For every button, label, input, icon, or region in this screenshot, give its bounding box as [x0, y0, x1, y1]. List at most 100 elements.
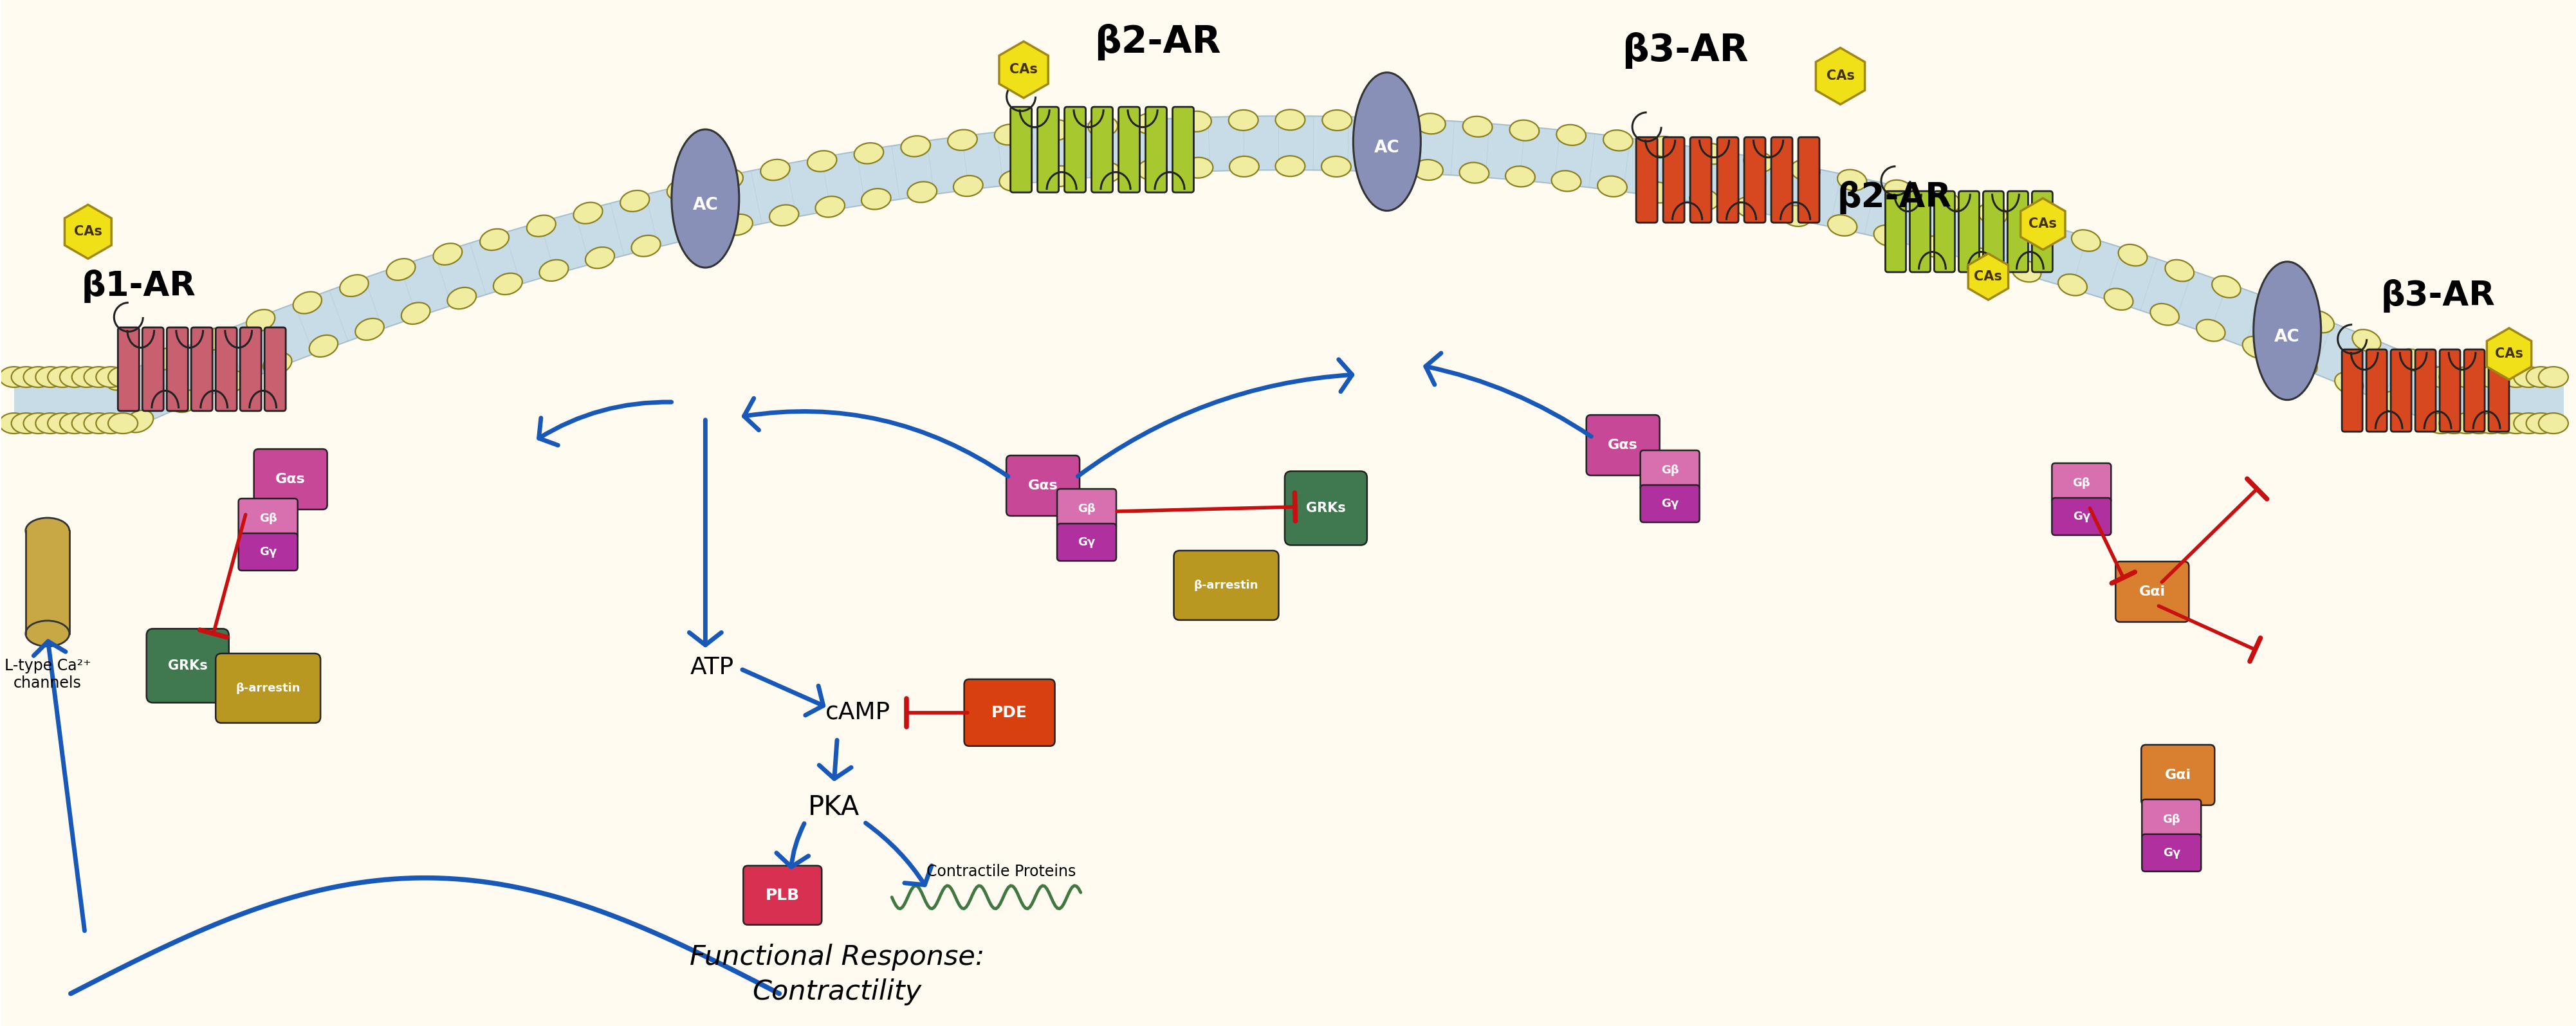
Ellipse shape — [1458, 162, 1489, 183]
Ellipse shape — [1275, 156, 1303, 176]
FancyBboxPatch shape — [1092, 107, 1113, 193]
FancyBboxPatch shape — [2141, 799, 2200, 839]
Ellipse shape — [724, 214, 752, 235]
Polygon shape — [13, 373, 134, 427]
Ellipse shape — [433, 243, 461, 265]
Ellipse shape — [1826, 214, 1857, 236]
Ellipse shape — [1551, 170, 1582, 192]
Polygon shape — [2486, 328, 2530, 380]
Ellipse shape — [999, 170, 1028, 191]
Ellipse shape — [1883, 180, 1914, 201]
Ellipse shape — [126, 410, 155, 433]
Ellipse shape — [2058, 274, 2087, 295]
FancyBboxPatch shape — [167, 327, 188, 411]
Ellipse shape — [2334, 372, 2362, 394]
FancyBboxPatch shape — [1636, 137, 1656, 223]
Ellipse shape — [2210, 276, 2241, 298]
Ellipse shape — [0, 366, 28, 387]
Ellipse shape — [1643, 183, 1672, 203]
Ellipse shape — [1790, 160, 1819, 181]
FancyBboxPatch shape — [118, 327, 139, 411]
Ellipse shape — [309, 336, 337, 357]
FancyBboxPatch shape — [147, 629, 229, 703]
FancyBboxPatch shape — [1056, 488, 1115, 528]
Ellipse shape — [2241, 337, 2269, 358]
Ellipse shape — [2259, 293, 2287, 315]
Ellipse shape — [667, 180, 696, 200]
Ellipse shape — [340, 275, 368, 297]
Ellipse shape — [1965, 248, 1994, 269]
Ellipse shape — [2537, 366, 2568, 387]
FancyBboxPatch shape — [1587, 415, 1659, 475]
Ellipse shape — [152, 348, 180, 369]
Text: Gαi: Gαi — [2164, 768, 2190, 782]
Ellipse shape — [860, 189, 891, 209]
Text: β3-AR: β3-AR — [1620, 33, 1747, 69]
Ellipse shape — [2439, 413, 2468, 434]
FancyBboxPatch shape — [191, 327, 211, 411]
Ellipse shape — [170, 390, 198, 412]
Ellipse shape — [108, 366, 137, 387]
Ellipse shape — [106, 368, 134, 390]
Ellipse shape — [2151, 304, 2179, 325]
Ellipse shape — [1321, 110, 1352, 130]
Ellipse shape — [2287, 354, 2316, 376]
Ellipse shape — [760, 159, 791, 181]
Ellipse shape — [1368, 158, 1396, 179]
Ellipse shape — [1463, 116, 1492, 136]
Ellipse shape — [263, 353, 291, 374]
Bar — [26, 530, 70, 634]
Ellipse shape — [2476, 413, 2506, 434]
FancyBboxPatch shape — [2050, 498, 2110, 536]
Ellipse shape — [95, 366, 126, 387]
Ellipse shape — [672, 129, 739, 268]
Ellipse shape — [1182, 111, 1211, 131]
Ellipse shape — [85, 366, 113, 387]
FancyBboxPatch shape — [216, 327, 237, 411]
Text: Gβ: Gβ — [1662, 465, 1680, 476]
Ellipse shape — [814, 196, 845, 218]
Ellipse shape — [2524, 413, 2555, 434]
Ellipse shape — [2514, 366, 2543, 387]
Text: β-arrestin: β-arrestin — [1193, 580, 1257, 591]
Ellipse shape — [294, 291, 322, 314]
Text: cAMP: cAMP — [824, 701, 891, 724]
Text: β2-AR: β2-AR — [1837, 181, 1950, 214]
Polygon shape — [1816, 48, 1865, 105]
Ellipse shape — [2488, 413, 2517, 434]
FancyBboxPatch shape — [216, 654, 319, 723]
FancyBboxPatch shape — [1118, 107, 1139, 193]
Ellipse shape — [1041, 120, 1072, 141]
Ellipse shape — [355, 318, 384, 341]
Text: Gγ: Gγ — [1077, 537, 1095, 548]
FancyBboxPatch shape — [2050, 463, 2110, 503]
FancyBboxPatch shape — [1935, 191, 1955, 272]
Ellipse shape — [1780, 205, 1811, 227]
FancyBboxPatch shape — [240, 499, 299, 539]
Ellipse shape — [2380, 392, 2409, 413]
Text: CAs: CAs — [2494, 348, 2522, 360]
Ellipse shape — [23, 366, 54, 387]
Ellipse shape — [1092, 162, 1121, 183]
Text: AC: AC — [693, 197, 719, 213]
Ellipse shape — [1873, 225, 1904, 246]
Text: Contractility: Contractility — [752, 978, 922, 1005]
Ellipse shape — [95, 413, 126, 434]
Ellipse shape — [853, 143, 884, 164]
Ellipse shape — [59, 366, 90, 387]
Ellipse shape — [2450, 366, 2481, 387]
Ellipse shape — [1417, 113, 1445, 134]
Ellipse shape — [2105, 288, 2133, 310]
Ellipse shape — [907, 182, 938, 202]
FancyBboxPatch shape — [1662, 137, 1685, 223]
FancyBboxPatch shape — [2391, 350, 2411, 432]
Ellipse shape — [36, 366, 64, 387]
Ellipse shape — [85, 413, 113, 434]
Text: GRKs: GRKs — [167, 660, 209, 672]
FancyBboxPatch shape — [1056, 523, 1115, 561]
Ellipse shape — [2537, 413, 2568, 434]
Ellipse shape — [247, 310, 276, 331]
Ellipse shape — [59, 413, 90, 434]
Ellipse shape — [1698, 144, 1726, 164]
Ellipse shape — [2025, 216, 2053, 237]
